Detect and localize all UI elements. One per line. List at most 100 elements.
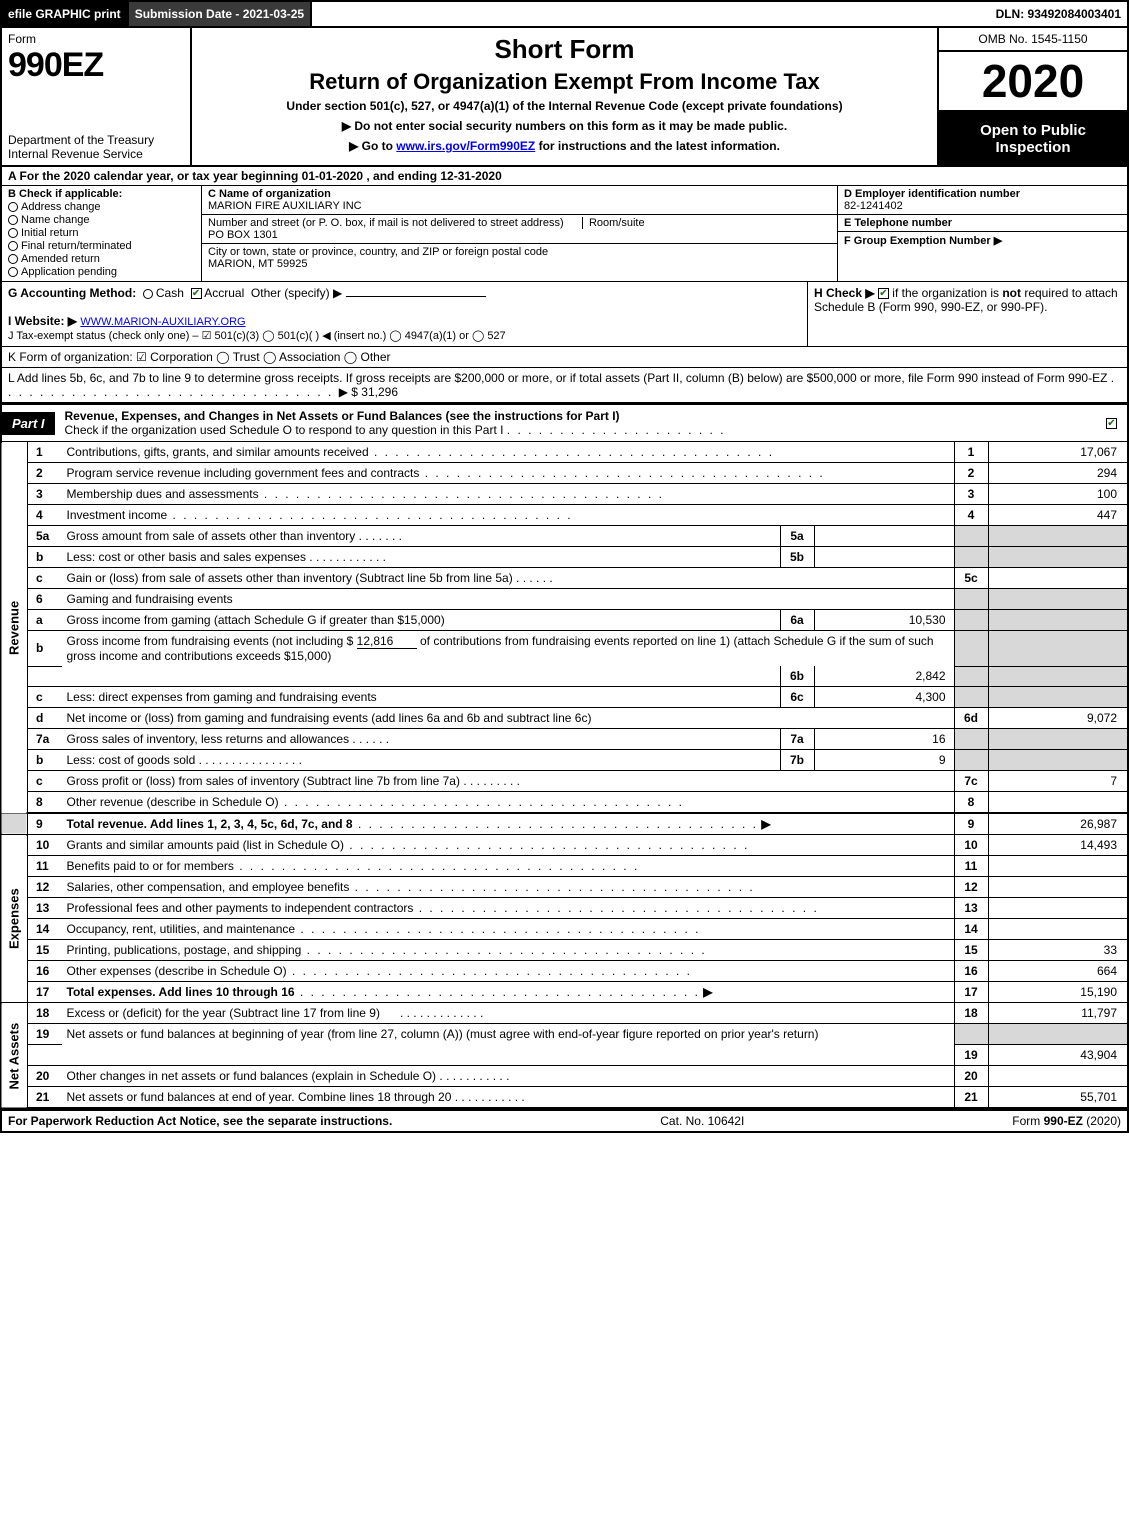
efile-print-label[interactable]: efile GRAPHIC print xyxy=(2,2,129,26)
line-5b: bLess: cost or other basis and sales exp… xyxy=(1,547,1128,568)
submission-date: Submission Date - 2021-03-25 xyxy=(129,2,312,26)
cash-label: Cash xyxy=(156,286,184,300)
part1-title: Revenue, Expenses, and Changes in Net As… xyxy=(55,405,1096,441)
page-footer: For Paperwork Reduction Act Notice, see … xyxy=(0,1109,1129,1133)
dept-line2: Internal Revenue Service xyxy=(8,147,143,161)
l2-val: 294 xyxy=(988,463,1128,484)
l21-desc: Net assets or fund balances at end of ye… xyxy=(67,1090,452,1104)
chk-initial-return[interactable]: Initial return xyxy=(8,227,195,239)
l9-val: 26,987 xyxy=(988,813,1128,835)
l5b-desc: Less: cost or other basis and sales expe… xyxy=(67,550,306,564)
note2-post: for instructions and the latest informat… xyxy=(535,139,780,153)
line-13: 13Professional fees and other payments t… xyxy=(1,898,1128,919)
cash-radio[interactable] xyxy=(143,289,153,299)
chk-final-return[interactable]: Final return/terminated xyxy=(8,240,195,252)
box-b: B Check if applicable: Address change Na… xyxy=(2,186,202,281)
dept-treasury: Department of the Treasury Internal Reve… xyxy=(8,133,184,161)
row-j: J Tax-exempt status (check only one) – ☑… xyxy=(8,330,506,342)
line-8: 8Other revenue (describe in Schedule O) … xyxy=(1,792,1128,814)
l6-desc: Gaming and fundraising events xyxy=(62,589,955,610)
form-ref-form: 990-EZ xyxy=(1044,1114,1083,1128)
form-header: Form 990EZ Department of the Treasury In… xyxy=(0,28,1129,167)
accrual-label: Accrual xyxy=(204,286,244,300)
row-l-arrow: ▶ xyxy=(339,385,348,399)
line-19-top: 19Net assets or fund balances at beginni… xyxy=(1,1024,1128,1045)
box-f: F Group Exemption Number ▶ xyxy=(838,232,1127,281)
city-label: City or town, state or province, country… xyxy=(208,246,548,258)
box-c: C Name of organization MARION FIRE AUXIL… xyxy=(202,186,837,281)
line-18: Net Assets 18Excess or (deficit) for the… xyxy=(1,1003,1128,1024)
section-subtitle: Under section 501(c), 527, or 4947(a)(1)… xyxy=(202,99,927,113)
header-right: OMB No. 1545-1150 2020 Open to Public In… xyxy=(937,28,1127,165)
chk-label: Amended return xyxy=(21,253,100,265)
l5a-sub xyxy=(814,526,954,547)
l7c-desc: Gross profit or (loss) from sales of inv… xyxy=(67,774,460,788)
l5c-val xyxy=(988,568,1128,589)
l3-desc: Membership dues and assessments xyxy=(67,487,259,501)
line-14: 14Occupancy, rent, utilities, and mainte… xyxy=(1,919,1128,940)
line-20: 20Other changes in net assets or fund ba… xyxy=(1,1066,1128,1087)
other-specify-input[interactable] xyxy=(346,296,486,297)
l10-desc: Grants and similar amounts paid (list in… xyxy=(67,838,344,852)
top-bar: efile GRAPHIC print Submission Date - 20… xyxy=(0,0,1129,28)
l6a-sub: 10,530 xyxy=(814,610,954,631)
cat-no: Cat. No. 10642I xyxy=(392,1114,1012,1128)
line-1: Revenue 1 Contributions, gifts, grants, … xyxy=(1,442,1128,463)
l5c-desc: Gain or (loss) from sale of assets other… xyxy=(67,571,513,585)
l11-desc: Benefits paid to or for members xyxy=(67,859,234,873)
chk-label: Initial return xyxy=(21,227,78,239)
l19-desc: Net assets or fund balances at beginning… xyxy=(62,1024,955,1045)
chk-label: Final return/terminated xyxy=(21,240,132,252)
l9-desc: Total revenue. Add lines 1, 2, 3, 4, 5c,… xyxy=(67,817,353,831)
other-label: Other (specify) ▶ xyxy=(251,286,342,300)
line-7a: 7aGross sales of inventory, less returns… xyxy=(1,729,1128,750)
l14-val xyxy=(988,919,1128,940)
row-gh: G Accounting Method: Cash Accrual Other … xyxy=(0,282,1129,347)
line-17: 17Total expenses. Add lines 10 through 1… xyxy=(1,982,1128,1003)
l6d-val: 9,072 xyxy=(988,708,1128,729)
line-10: Expenses 10Grants and similar amounts pa… xyxy=(1,835,1128,856)
i-label: I Website: ▶ xyxy=(8,314,77,328)
chk-name-change[interactable]: Name change xyxy=(8,214,195,226)
form-ref-post: (2020) xyxy=(1083,1114,1121,1128)
line-5a: 5aGross amount from sale of assets other… xyxy=(1,526,1128,547)
l1-desc: Contributions, gifts, grants, and simila… xyxy=(67,445,369,459)
h-checkbox[interactable] xyxy=(878,288,889,299)
box-b-title: B Check if applicable: xyxy=(8,188,195,200)
chk-application-pending[interactable]: Application pending xyxy=(8,266,195,278)
l7b-desc: Less: cost of goods sold xyxy=(67,753,196,767)
g-label: G Accounting Method: xyxy=(8,286,136,300)
header-left: Form 990EZ Department of the Treasury In… xyxy=(2,28,192,165)
l8-desc: Other revenue (describe in Schedule O) xyxy=(67,795,279,809)
row-l: L Add lines 5b, 6c, and 7b to line 9 to … xyxy=(0,368,1129,403)
short-form-title: Short Form xyxy=(202,34,927,65)
l4-val: 447 xyxy=(988,505,1128,526)
org-city-cell: City or town, state or province, country… xyxy=(202,244,837,272)
return-title: Return of Organization Exempt From Incom… xyxy=(202,69,927,95)
l6c-desc: Less: direct expenses from gaming and fu… xyxy=(62,687,781,708)
l3-val: 100 xyxy=(988,484,1128,505)
l18-val: 11,797 xyxy=(988,1003,1128,1024)
row-g: G Accounting Method: Cash Accrual Other … xyxy=(2,282,807,346)
dln-label: DLN: 93492084003401 xyxy=(990,2,1127,26)
l15-val: 33 xyxy=(988,940,1128,961)
ssn-warning: ▶ Do not enter social security numbers o… xyxy=(202,119,927,133)
l5a-desc: Gross amount from sale of assets other t… xyxy=(67,529,356,543)
line-6a: aGross income from gaming (attach Schedu… xyxy=(1,610,1128,631)
chk-address-change[interactable]: Address change xyxy=(8,201,195,213)
part1-schedule-o-check[interactable] xyxy=(1096,412,1127,434)
row-l-text: L Add lines 5b, 6c, and 7b to line 9 to … xyxy=(8,371,1107,385)
header-center: Short Form Return of Organization Exempt… xyxy=(192,28,937,165)
l12-desc: Salaries, other compensation, and employ… xyxy=(67,880,350,894)
accrual-checkbox[interactable] xyxy=(191,288,202,299)
l6a-desc: Gross income from gaming (attach Schedul… xyxy=(62,610,781,631)
l16-desc: Other expenses (describe in Schedule O) xyxy=(67,964,287,978)
part1-table: Revenue 1 Contributions, gifts, grants, … xyxy=(0,442,1129,1109)
l6c-sub: 4,300 xyxy=(814,687,954,708)
website-link[interactable]: WWW.MARION-AUXILIARY.ORG xyxy=(80,316,245,328)
line-6d: dNet income or (loss) from gaming and fu… xyxy=(1,708,1128,729)
chk-amended-return[interactable]: Amended return xyxy=(8,253,195,265)
irs-link[interactable]: www.irs.gov/Form990EZ xyxy=(396,139,535,153)
l6d-desc: Net income or (loss) from gaming and fun… xyxy=(62,708,955,729)
l11-val xyxy=(988,856,1128,877)
